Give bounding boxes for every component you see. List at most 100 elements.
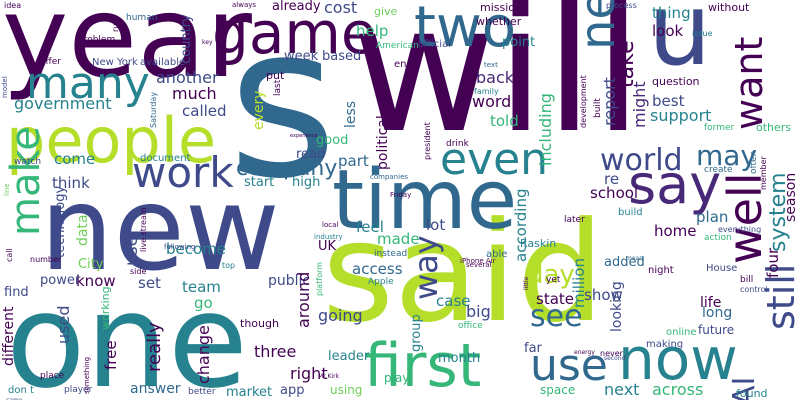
word-idea: idea bbox=[4, 1, 22, 10]
word-around: around bbox=[294, 271, 313, 328]
word-called: called bbox=[182, 102, 227, 120]
word-group: group bbox=[409, 314, 424, 352]
word-power: power bbox=[40, 273, 81, 288]
word-able: able bbox=[486, 249, 508, 260]
word-big: big bbox=[466, 302, 491, 321]
word-world: world bbox=[600, 143, 683, 178]
word-call: call bbox=[5, 248, 14, 262]
word-former: former bbox=[704, 123, 735, 133]
word-often: often bbox=[749, 150, 759, 174]
word-number: number bbox=[30, 255, 62, 264]
word-game: game bbox=[212, 0, 377, 67]
word-look: look bbox=[652, 22, 684, 40]
word-create: create bbox=[704, 165, 733, 175]
word-next: next bbox=[604, 380, 640, 399]
word-word: word bbox=[472, 92, 512, 111]
word-little: little bbox=[523, 276, 530, 290]
word-across: across bbox=[652, 380, 704, 399]
word-already: already bbox=[272, 0, 321, 14]
word-member: member bbox=[759, 156, 768, 190]
word-whether: whether bbox=[476, 15, 522, 28]
word-city: City bbox=[78, 257, 104, 272]
word-start: start bbox=[244, 175, 275, 190]
word-action: action bbox=[704, 233, 732, 243]
word-government: government bbox=[14, 94, 112, 113]
word-school: school bbox=[590, 184, 639, 202]
word-good: good bbox=[316, 133, 349, 148]
word-year: year bbox=[2, 0, 252, 103]
word-though: though bbox=[240, 317, 279, 330]
word-document: document bbox=[140, 153, 191, 164]
word-week: week bbox=[284, 49, 319, 64]
word-plan: plan bbox=[696, 208, 729, 226]
word-came: came bbox=[6, 398, 23, 400]
word-state: state bbox=[536, 290, 574, 308]
word-said: said bbox=[322, 192, 605, 353]
word-might: might bbox=[630, 81, 649, 128]
word-including: including bbox=[536, 93, 555, 166]
word-show: show bbox=[584, 286, 623, 304]
word-support: support bbox=[650, 106, 712, 125]
word-million: million bbox=[570, 258, 588, 308]
word-key: key bbox=[202, 39, 213, 46]
word-change: change bbox=[194, 325, 213, 384]
word-new: new bbox=[40, 162, 280, 297]
word-added: added bbox=[604, 255, 645, 270]
word-saturday: Saturday bbox=[149, 91, 158, 128]
word-later: later bbox=[564, 215, 585, 225]
word-see: see bbox=[530, 299, 583, 334]
word-going: going bbox=[318, 306, 363, 325]
word-life: life bbox=[700, 295, 722, 311]
word-company: company bbox=[236, 156, 338, 181]
word-never: never bbox=[600, 349, 623, 358]
word-better: better bbox=[188, 387, 216, 397]
word-thing: thing bbox=[652, 4, 691, 22]
word-watch: watch bbox=[14, 157, 42, 167]
word-season: season bbox=[783, 172, 799, 222]
word-issue: issue bbox=[692, 29, 713, 38]
word-according: according bbox=[512, 188, 530, 262]
word-high: high bbox=[292, 175, 321, 190]
word-play: play bbox=[384, 371, 410, 385]
word-know: know bbox=[76, 272, 116, 290]
word-lot: lot bbox=[426, 216, 446, 234]
word-everything: everything bbox=[718, 225, 762, 234]
word-top: top bbox=[222, 261, 236, 270]
word-something: something bbox=[83, 356, 91, 394]
word-market: market bbox=[226, 385, 273, 400]
word-much: much bbox=[172, 84, 217, 103]
word-part: part bbox=[338, 152, 369, 170]
word-another: another bbox=[156, 68, 219, 87]
word-run: run bbox=[111, 18, 120, 32]
word-mission: mission bbox=[480, 1, 522, 14]
word-president: president bbox=[423, 122, 432, 160]
word-bill: bill bbox=[740, 275, 754, 285]
word-family: family bbox=[474, 87, 499, 96]
word-put: put bbox=[266, 69, 285, 82]
word-public: public bbox=[268, 273, 311, 289]
word-end: end bbox=[394, 59, 413, 70]
word-re: re bbox=[604, 170, 620, 188]
word-different: different bbox=[1, 306, 17, 366]
word-right: right bbox=[290, 364, 328, 383]
word-used: used bbox=[54, 305, 73, 344]
word-following: following bbox=[164, 243, 196, 251]
word-one: one bbox=[6, 265, 248, 400]
word-apple: Apple bbox=[368, 277, 394, 287]
word-point: point bbox=[502, 35, 536, 50]
word-uk: UK bbox=[318, 239, 337, 254]
word-several: several bbox=[466, 261, 492, 269]
word-make: make bbox=[3, 126, 49, 236]
word-become: become bbox=[166, 240, 227, 258]
word-u: u bbox=[648, 0, 712, 88]
word-read: read bbox=[296, 147, 326, 162]
word-four: four bbox=[764, 247, 782, 278]
word-data: data bbox=[75, 214, 91, 246]
word-don-t: don t bbox=[8, 385, 34, 396]
word-month: month bbox=[438, 351, 481, 366]
word-give: give bbox=[374, 5, 398, 18]
word-political: political bbox=[375, 115, 391, 170]
word-last: last bbox=[273, 79, 283, 96]
word-help: help bbox=[356, 22, 389, 40]
